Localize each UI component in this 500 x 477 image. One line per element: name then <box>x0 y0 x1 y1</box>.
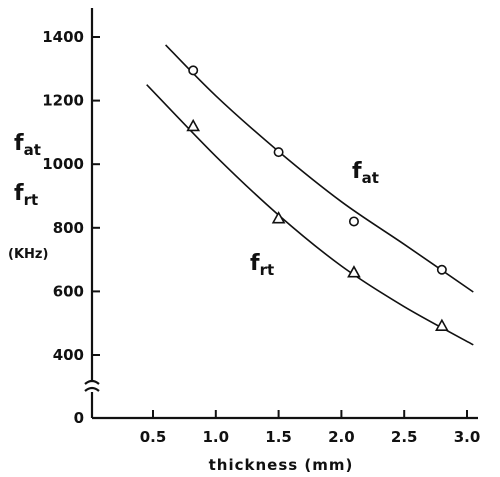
y-label-fat-sub: at <box>24 141 41 159</box>
x-tick-label: 2.5 <box>391 428 418 446</box>
data-point-circle <box>188 65 199 76</box>
y-tick-label: 1000 <box>42 155 84 173</box>
x-tick-label: 3.0 <box>454 428 481 446</box>
y-tick-label: 800 <box>53 219 84 237</box>
x-axis-title: thickness (mm) <box>209 456 354 474</box>
series-line-frt <box>146 84 474 346</box>
curve-label-frt: frt <box>250 251 274 279</box>
curve-label-frt-base: f <box>250 251 260 276</box>
axes <box>84 8 478 420</box>
y-label-fat: fat <box>14 131 41 159</box>
series-curves <box>146 44 474 346</box>
x-tick-label: 2.0 <box>328 428 355 446</box>
break-mark-bottom <box>84 386 100 392</box>
series-markers <box>186 65 449 331</box>
data-point-circle <box>273 147 284 158</box>
y-axis-unit: (KHz) <box>8 247 48 262</box>
break-mark-top <box>84 379 100 385</box>
y-axis-break <box>84 379 100 392</box>
y-axis-ticks: 0 400 600 800 1000 1200 1400 <box>42 28 100 427</box>
x-tick-label: 1.5 <box>265 428 292 446</box>
curve-label-fat-base: f <box>352 159 362 184</box>
y-tick-label: 1200 <box>42 92 84 110</box>
x-tick-label: 1.0 <box>203 428 230 446</box>
data-point-triangle <box>435 318 449 331</box>
curve-label-fat-sub: at <box>362 169 379 187</box>
data-point-circle <box>436 264 447 275</box>
y-tick-label: 1400 <box>42 28 84 46</box>
data-point-triangle <box>347 265 361 278</box>
x-tick-label: 0.5 <box>140 428 167 446</box>
x-axis-ticks: 0.5 1.0 1.5 2.0 2.5 3.0 <box>140 410 481 446</box>
y-tick-label: 400 <box>53 346 84 364</box>
data-point-circle <box>348 216 359 227</box>
y-label-frt-base: f <box>14 181 24 206</box>
curve-label-fat: fat <box>352 159 379 187</box>
series-line-fat <box>165 44 474 293</box>
curve-label-frt-sub: rt <box>260 261 275 279</box>
y-label-fat-base: f <box>14 131 24 156</box>
y-tick-label: 600 <box>53 282 84 300</box>
y-tick-label: 0 <box>74 409 84 427</box>
data-point-triangle <box>271 211 286 224</box>
y-label-frt: frt <box>14 181 38 209</box>
y-label-frt-sub: rt <box>24 191 39 209</box>
data-point-triangle <box>186 118 201 132</box>
